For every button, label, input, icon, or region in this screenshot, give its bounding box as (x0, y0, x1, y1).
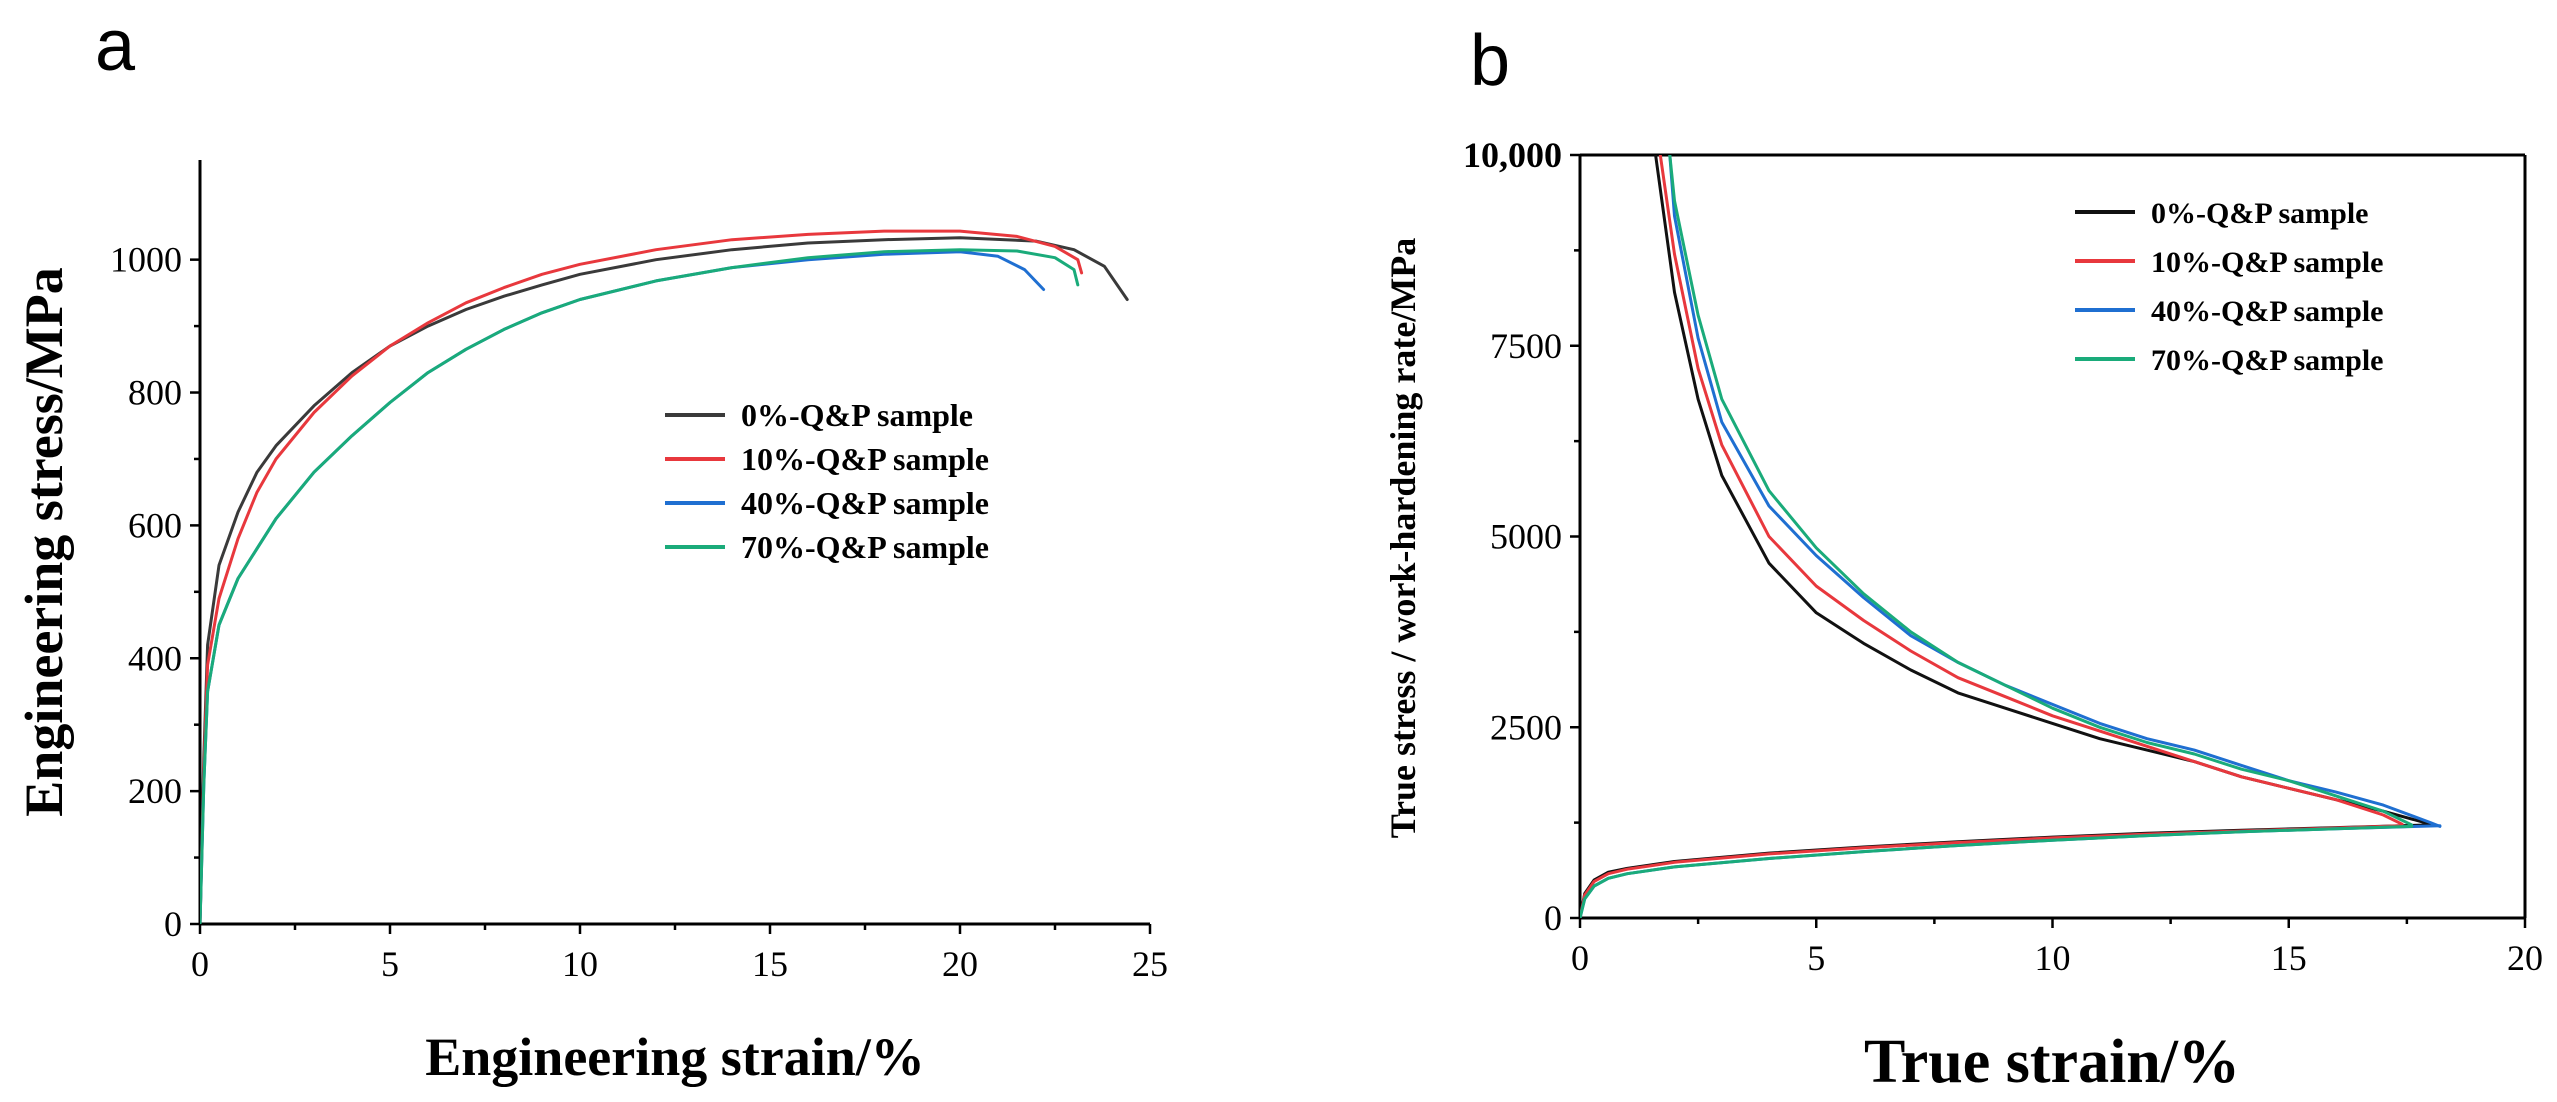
chart-b-x-tick-label: 15 (2271, 938, 2307, 978)
chart-b-stress-line-1 (1580, 824, 2404, 918)
chart-b-x-label: True strain/% (1864, 1028, 2240, 1096)
chart-a-y-tick-label: 0 (164, 904, 182, 944)
chart-b: 0 5 10 15 20 0 2500 5000 7500 10,000 True strain… (1383, 135, 2543, 1096)
chart-b-y-tick-label: 10,000 (1463, 135, 1562, 175)
chart-a-x-label: Engineering strain/% (425, 1027, 925, 1087)
chart-a-x-tick-label: 0 (191, 944, 209, 984)
chart-b-x-tick-label: 5 (1807, 938, 1825, 978)
chart-b-y-ticks: 0 2500 5000 7500 10,000 (1463, 135, 1580, 938)
chart-b-stress-line-3 (1580, 824, 2414, 918)
chart-a-legend-label-0: 0%-Q&P sample (741, 397, 973, 433)
chart-a-x-tick-label: 20 (942, 944, 978, 984)
chart-b-x-tick-label: 0 (1571, 938, 1589, 978)
panel-label-b: b (1470, 21, 1510, 101)
chart-b-y-label: True stress / work-hardening rate/MPa (1383, 238, 1423, 839)
chart-a-x-tick-label: 10 (562, 944, 598, 984)
chart-a-series-line-0 (200, 236, 1129, 924)
chart-a-series-line-1 (200, 229, 1084, 924)
chart-b-legend-label-2: 40%-Q&P sample (2151, 295, 2384, 328)
chart-b-y-tick-label: 7500 (1490, 326, 1562, 366)
chart-b-series-line-2 (1668, 155, 2442, 828)
chart-a-series-line-3 (200, 248, 1080, 924)
chart-a-y-tick-label: 400 (128, 638, 182, 678)
chart-a-y-label: Engineering stress/MPa (14, 267, 74, 816)
chart-b-y-tick-label: 5000 (1490, 517, 1562, 557)
chart-a-legend: 0%-Q&P sample 10%-Q&P sample 40%-Q&P sampl… (665, 397, 989, 565)
chart-a-series (200, 229, 1129, 924)
chart-a-y-ticks: 0 200 400 600 800 1000 (110, 240, 200, 944)
chart-b-legend-label-0: 0%-Q&P sample (2151, 197, 2369, 230)
chart-a-x-ticks: 0 5 10 15 20 25 (191, 924, 1168, 984)
chart-a-x-tick-label: 25 (1132, 944, 1168, 984)
chart-b-legend-label-3: 70%-Q&P sample (2151, 344, 2384, 377)
chart-b-y-tick-label: 0 (1544, 898, 1562, 938)
panel-label-a: a (95, 6, 136, 86)
chart-b-x-tick-label: 20 (2507, 938, 2543, 978)
chart-a-y-tick-label: 600 (128, 505, 182, 545)
chart-b-series-line-3 (1668, 155, 2414, 827)
chart-b-series-line-1 (1658, 155, 2404, 826)
chart-a: 0 5 10 15 20 25 0 200 400 600 800 1000 Engineering… (14, 160, 1168, 1087)
chart-b-x-tick-label: 10 (2035, 938, 2071, 978)
chart-a-y-tick-label: 200 (128, 771, 182, 811)
chart-a-x-tick-label: 5 (381, 944, 399, 984)
chart-a-y-tick-label: 800 (128, 373, 182, 413)
chart-b-series (1580, 155, 2442, 918)
chart-a-legend-label-1: 10%-Q&P sample (741, 441, 989, 477)
chart-b-y-tick-label: 2500 (1490, 707, 1562, 747)
chart-a-x-tick-label: 15 (752, 944, 788, 984)
chart-b-legend: 0%-Q&P sample 10%-Q&P sample 40%-Q&P sampl… (2075, 197, 2384, 377)
chart-b-x-ticks: 0 5 10 15 20 (1571, 918, 2543, 978)
chart-a-y-tick-label: 1000 (110, 240, 182, 280)
chart-b-legend-label-1: 10%-Q&P sample (2151, 246, 2384, 279)
chart-a-series-line-2 (200, 250, 1046, 924)
chart-a-legend-label-2: 40%-Q&P sample (741, 485, 989, 521)
chart-a-legend-label-3: 70%-Q&P sample (741, 529, 989, 565)
